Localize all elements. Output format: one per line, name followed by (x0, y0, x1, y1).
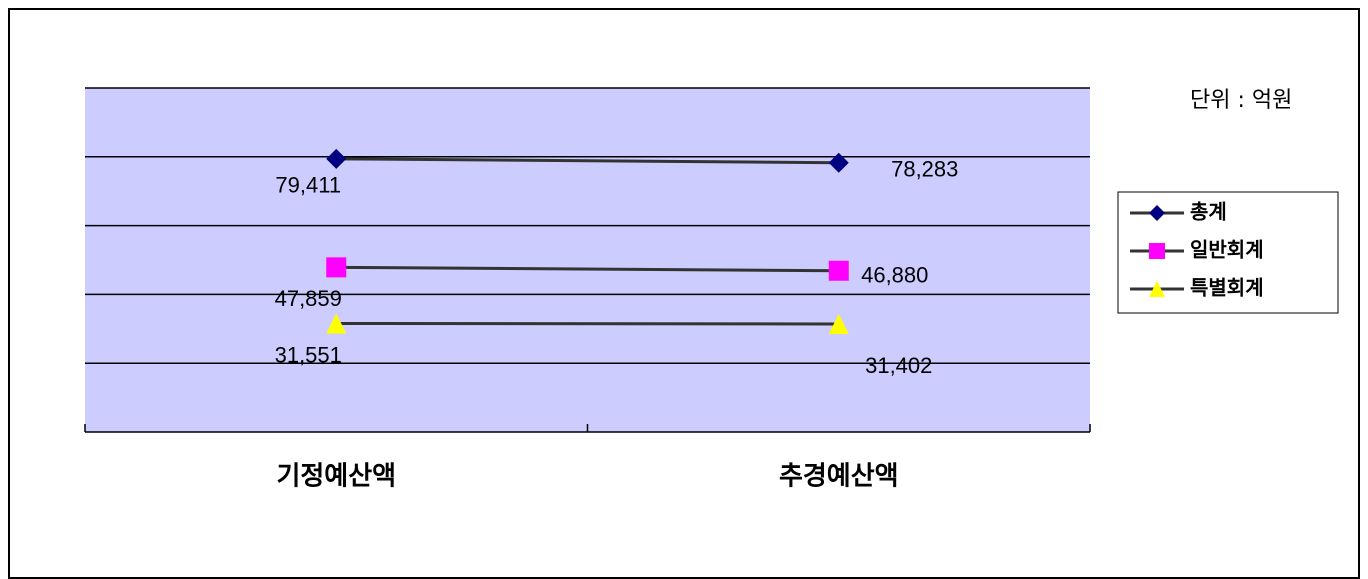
legend-label: 일반회계 (1190, 238, 1264, 262)
marker (326, 313, 347, 334)
unit-note: 단위 : 억원 (1190, 88, 1292, 113)
series-line (336, 265, 839, 273)
data-label: 79,411 (275, 173, 341, 198)
data-label: 78,283 (891, 157, 958, 182)
data-label: 46,880 (861, 263, 928, 288)
marker (1149, 205, 1165, 221)
plot-area (85, 88, 1090, 432)
marker (828, 313, 849, 334)
data-label: 31,551 (275, 342, 342, 367)
marker (828, 260, 849, 281)
x-tick-label: 추경예산액 (779, 462, 899, 492)
legend-label: 특별회계 (1190, 276, 1264, 300)
data-label: 47,859 (275, 286, 342, 311)
legend-label: 총계 (1190, 200, 1227, 224)
data-label: 31,402 (865, 353, 932, 378)
marker (326, 148, 347, 169)
marker (1149, 281, 1165, 297)
marker (828, 152, 849, 173)
marker (326, 257, 347, 278)
series-line (336, 321, 839, 326)
marker (1149, 243, 1165, 259)
x-tick-label: 기정예산액 (276, 462, 396, 492)
series-line (336, 157, 839, 165)
